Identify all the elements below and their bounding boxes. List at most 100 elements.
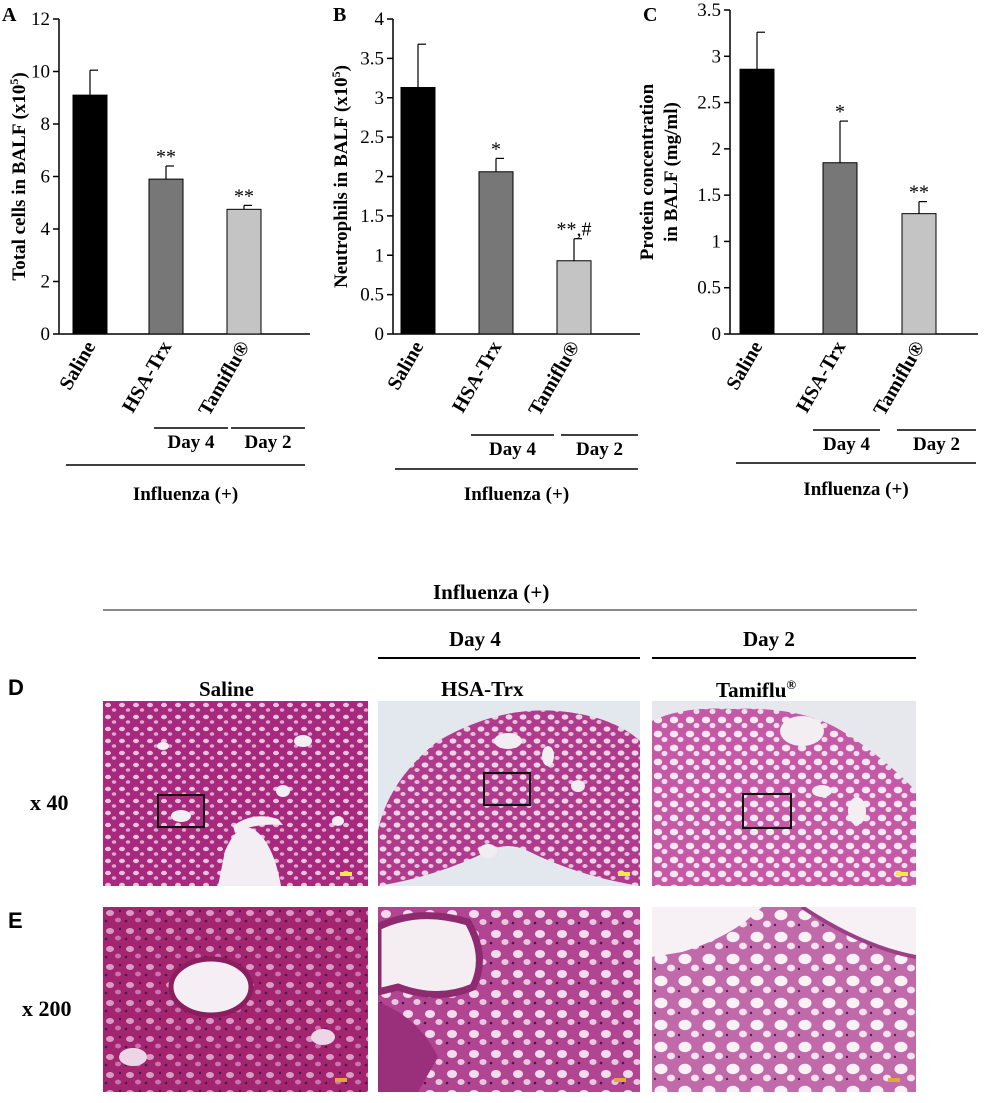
column-label-tamiflu-text: Tamiflu <box>716 678 787 702</box>
bar <box>226 208 262 335</box>
micrograph-hsa-trx-x200 <box>378 907 640 1092</box>
y-tick-label: 0.5 <box>360 285 384 306</box>
category-label: HSA-Trx <box>118 338 176 417</box>
category-label: HSA-Trx <box>792 338 850 417</box>
tissue-image <box>103 907 368 1092</box>
y-axis-label: in BALF (mg/ml) <box>661 102 682 242</box>
panel-letter-e: E <box>8 908 23 933</box>
day4-header: Day 4 <box>449 627 501 651</box>
bar <box>478 171 514 335</box>
y-tick-label: 1 <box>375 245 385 266</box>
significance-label: * <box>491 138 501 160</box>
region-of-interest-box <box>157 794 205 828</box>
influenza-label: Influenza (+) <box>133 484 238 505</box>
tissue-image <box>652 907 916 1092</box>
micrograph-tamiflu-x40 <box>652 701 916 886</box>
significance-label: ** <box>156 146 176 168</box>
region-of-interest-box <box>483 772 531 806</box>
scale-bar <box>335 1078 347 1082</box>
y-axis-label: Protein concentration <box>637 83 658 260</box>
y-tick-label: 1 <box>712 231 722 252</box>
day4-header-line <box>378 657 640 659</box>
panel-letter: B <box>333 4 346 26</box>
y-tick-label: 0 <box>41 324 51 345</box>
column-label-saline: Saline <box>199 677 254 701</box>
y-tick-label: 10 <box>31 62 50 83</box>
y-tick-label: 12 <box>31 9 50 30</box>
tissue-image <box>103 701 368 886</box>
day4-label: Day 4 <box>168 432 215 453</box>
y-tick-label: 0 <box>375 324 385 345</box>
category-label: Saline <box>722 337 767 393</box>
category-label: Saline <box>55 337 100 393</box>
magnification-x200: x 200 <box>22 996 72 1021</box>
day2-header-line <box>652 657 916 659</box>
bar <box>400 87 436 335</box>
day2-label: Day 2 <box>245 432 292 453</box>
scale-bar <box>340 872 352 876</box>
scale-bar <box>614 1078 626 1082</box>
y-tick-label: 2 <box>712 139 722 160</box>
bar <box>148 178 184 335</box>
tissue-image <box>378 907 640 1092</box>
region-of-interest-box <box>742 793 792 829</box>
scale-bar <box>888 1078 900 1082</box>
micrograph-saline-x40 <box>103 701 368 886</box>
influenza-label: Influenza (+) <box>464 484 569 505</box>
y-tick-label: 2.5 <box>697 93 721 114</box>
significance-label: ** <box>234 185 254 207</box>
category-label: Saline <box>383 337 428 393</box>
micrograph-saline-x200 <box>103 907 368 1092</box>
panel-letter-d: D <box>8 675 24 700</box>
day4-label: Day 4 <box>823 434 870 455</box>
y-tick-label: 3 <box>375 88 385 109</box>
day4-label: Day 4 <box>489 439 536 460</box>
scale-bar <box>618 872 630 876</box>
bar <box>72 94 108 335</box>
y-tick-label: 4 <box>41 219 51 240</box>
day2-header: Day 2 <box>743 627 795 651</box>
scale-bar <box>896 872 908 876</box>
column-label-hsa-trx: HSA-Trx <box>441 677 524 701</box>
micrograph-tamiflu-x200 <box>652 907 916 1092</box>
tissue-image <box>378 701 640 886</box>
y-tick-label: 1.5 <box>697 185 721 206</box>
y-tick-label: 1.5 <box>360 206 384 227</box>
category-label: Tamiflu® <box>524 337 584 419</box>
influenza-header-line <box>103 609 917 611</box>
bar <box>556 260 592 335</box>
y-tick-label: 2.5 <box>360 127 384 148</box>
category-label: Tamiflu® <box>869 337 929 419</box>
influenza-header: Influenza (+) <box>433 580 550 604</box>
significance-label: **,# <box>557 219 592 241</box>
y-tick-label: 8 <box>41 114 51 135</box>
y-axis-label: Neutrophils in BALF (x105) <box>329 65 352 288</box>
influenza-label: Influenza (+) <box>803 479 908 500</box>
y-tick-label: 4 <box>375 9 385 30</box>
y-tick-label: 2 <box>41 272 51 293</box>
y-tick-label: 2 <box>375 167 385 188</box>
y-tick-label: 3.5 <box>360 48 384 69</box>
category-label: HSA-Trx <box>448 338 506 417</box>
y-tick-label: 6 <box>41 167 51 188</box>
day2-label: Day 2 <box>576 439 623 460</box>
significance-label: * <box>835 101 845 123</box>
bar <box>739 68 775 335</box>
panel-letter: A <box>2 4 17 26</box>
y-tick-label: 0.5 <box>697 278 721 299</box>
registered-mark: ® <box>786 677 797 692</box>
column-label-tamiflu: Tamiflu® <box>716 677 796 703</box>
category-label: Tamiflu® <box>194 337 254 419</box>
significance-label: ** <box>909 182 929 204</box>
y-tick-label: 3 <box>712 46 722 67</box>
magnification-x40: x 40 <box>30 790 69 815</box>
micrograph-hsa-trx-x40 <box>378 701 640 886</box>
y-axis-label: Total cells in BALF (x105) <box>7 72 30 280</box>
day2-label: Day 2 <box>913 434 960 455</box>
bar <box>901 213 937 335</box>
y-tick-label: 3.5 <box>697 0 721 21</box>
y-tick-label: 0 <box>712 324 722 345</box>
bar <box>822 162 858 335</box>
panel-letter: C <box>643 4 657 26</box>
